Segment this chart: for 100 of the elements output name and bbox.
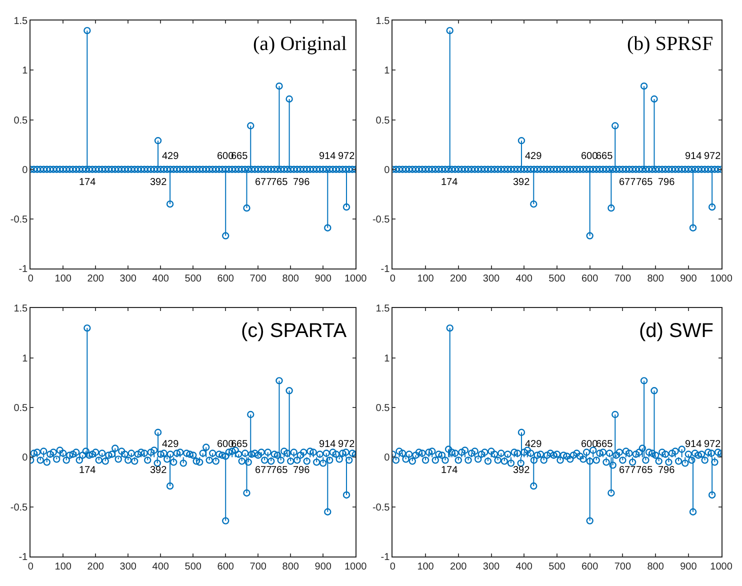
annotation: 677 (619, 177, 636, 188)
x-tick-label: 500 (548, 274, 566, 284)
annotation: 600 (581, 151, 598, 162)
y-tick-label: -1 (380, 552, 390, 564)
x-tick-label: 800 (647, 274, 664, 284)
x-tick-label: 300 (482, 562, 500, 573)
annotation: 429 (162, 439, 180, 450)
y-tick-label: 0.5 (376, 403, 390, 414)
annotation: 972 (704, 151, 722, 162)
x-tick-label: 100 (417, 274, 434, 284)
y-tick-label: 0 (384, 452, 390, 464)
annotation: 972 (704, 439, 722, 450)
annotation: 429 (525, 151, 542, 162)
y-tick-label: 1.5 (376, 16, 390, 28)
x-tick-label: 100 (417, 562, 434, 573)
annotation: 174 (441, 177, 458, 188)
annotation: 914 (319, 439, 336, 450)
x-tick-label: 300 (482, 274, 500, 284)
x-tick-label: 800 (282, 562, 300, 573)
x-tick-label: 600 (217, 274, 234, 284)
x-tick-label: 700 (250, 274, 267, 284)
annotation: 174 (79, 177, 96, 188)
x-tick-label: 200 (87, 274, 104, 284)
annotation: 665 (596, 439, 614, 450)
annotation: 392 (150, 465, 168, 476)
y-tick-label: 0.5 (14, 403, 28, 414)
annotation: 796 (293, 177, 310, 188)
x-tick-label: 900 (680, 274, 698, 284)
x-tick-label: 700 (614, 562, 632, 573)
x-tick-label: 1000 (710, 274, 733, 284)
annotation: 665 (596, 151, 614, 162)
x-tick-label: 1000 (344, 562, 368, 573)
annotation: 972 (338, 151, 356, 162)
y-tick-label: -0.5 (372, 502, 390, 514)
annotation: 972 (338, 439, 356, 450)
annotation: 765 (636, 465, 654, 476)
annotation: 796 (658, 177, 676, 188)
x-tick-label: 100 (54, 274, 72, 284)
annotation: 765 (636, 177, 654, 188)
x-tick-label: 800 (282, 274, 300, 284)
y-tick-label: 1 (22, 353, 28, 364)
x-tick-label: 400 (516, 274, 533, 284)
annotation: 914 (319, 151, 336, 162)
y-tick-label: -0.5 (372, 214, 390, 226)
x-tick-label: 900 (314, 274, 332, 284)
y-tick-label: 1.5 (376, 304, 390, 315)
x-tick-label: 200 (450, 274, 468, 284)
x-tick-label: 800 (647, 562, 664, 573)
annotation: 392 (513, 465, 530, 476)
annotation: 914 (685, 439, 702, 450)
annotation: 600 (581, 439, 598, 450)
annotation: 174 (441, 465, 458, 476)
annotation: 914 (685, 151, 702, 162)
annotation: 796 (658, 465, 676, 476)
text: (c) SPARTA (241, 320, 348, 342)
x-tick-label: 300 (120, 562, 137, 573)
text: (a) Original (253, 33, 348, 55)
y-tick-label: 1.5 (14, 16, 28, 28)
x-tick-label: 500 (184, 562, 202, 573)
annotation: 429 (162, 151, 180, 162)
y-tick-label: 1 (384, 353, 390, 364)
x-tick-label: 600 (217, 562, 234, 573)
annotation: 765 (271, 177, 288, 188)
x-tick-label: 200 (87, 562, 104, 573)
annotation: 677 (255, 465, 272, 476)
y-tick-label: 1 (22, 66, 28, 77)
y-tick-label: -1 (380, 264, 390, 275)
annotation: 392 (150, 177, 168, 188)
y-tick-label: 0.5 (14, 115, 28, 126)
annotation: 429 (525, 439, 542, 450)
y-tick-label: -1 (18, 552, 28, 564)
y-tick-label: 0 (22, 164, 28, 176)
y-tick-label: -0.5 (10, 502, 28, 514)
annotation: 392 (513, 177, 530, 188)
x-tick-label: 700 (250, 562, 267, 573)
text: (d) SWF (639, 320, 714, 342)
x-tick-label: 100 (54, 562, 72, 573)
y-tick-label: 0 (22, 452, 28, 464)
text: (b) SPRSF (627, 33, 714, 55)
x-tick-label: 400 (152, 562, 170, 573)
x-tick-label: 900 (314, 562, 332, 573)
x-tick-label: 500 (184, 274, 202, 284)
y-tick-label: 1.5 (14, 304, 28, 315)
x-tick-label: 1000 (710, 562, 733, 573)
annotation: 765 (271, 465, 288, 476)
y-tick-label: 1 (384, 66, 390, 77)
x-tick-label: 900 (680, 562, 698, 573)
y-tick-label: 0.5 (376, 115, 390, 126)
annotation: 174 (79, 465, 96, 476)
annotation: 677 (255, 177, 272, 188)
x-tick-label: 300 (120, 274, 137, 284)
x-tick-label: 400 (152, 274, 170, 284)
y-tick-label: -1 (18, 264, 28, 275)
x-tick-label: 200 (450, 562, 468, 573)
x-tick-label: 400 (516, 562, 533, 573)
x-tick-label: 1000 (344, 274, 368, 284)
annotation: 677 (619, 465, 636, 476)
x-tick-label: 600 (581, 562, 599, 573)
y-tick-label: 0 (384, 164, 390, 176)
x-tick-label: 500 (548, 562, 566, 573)
